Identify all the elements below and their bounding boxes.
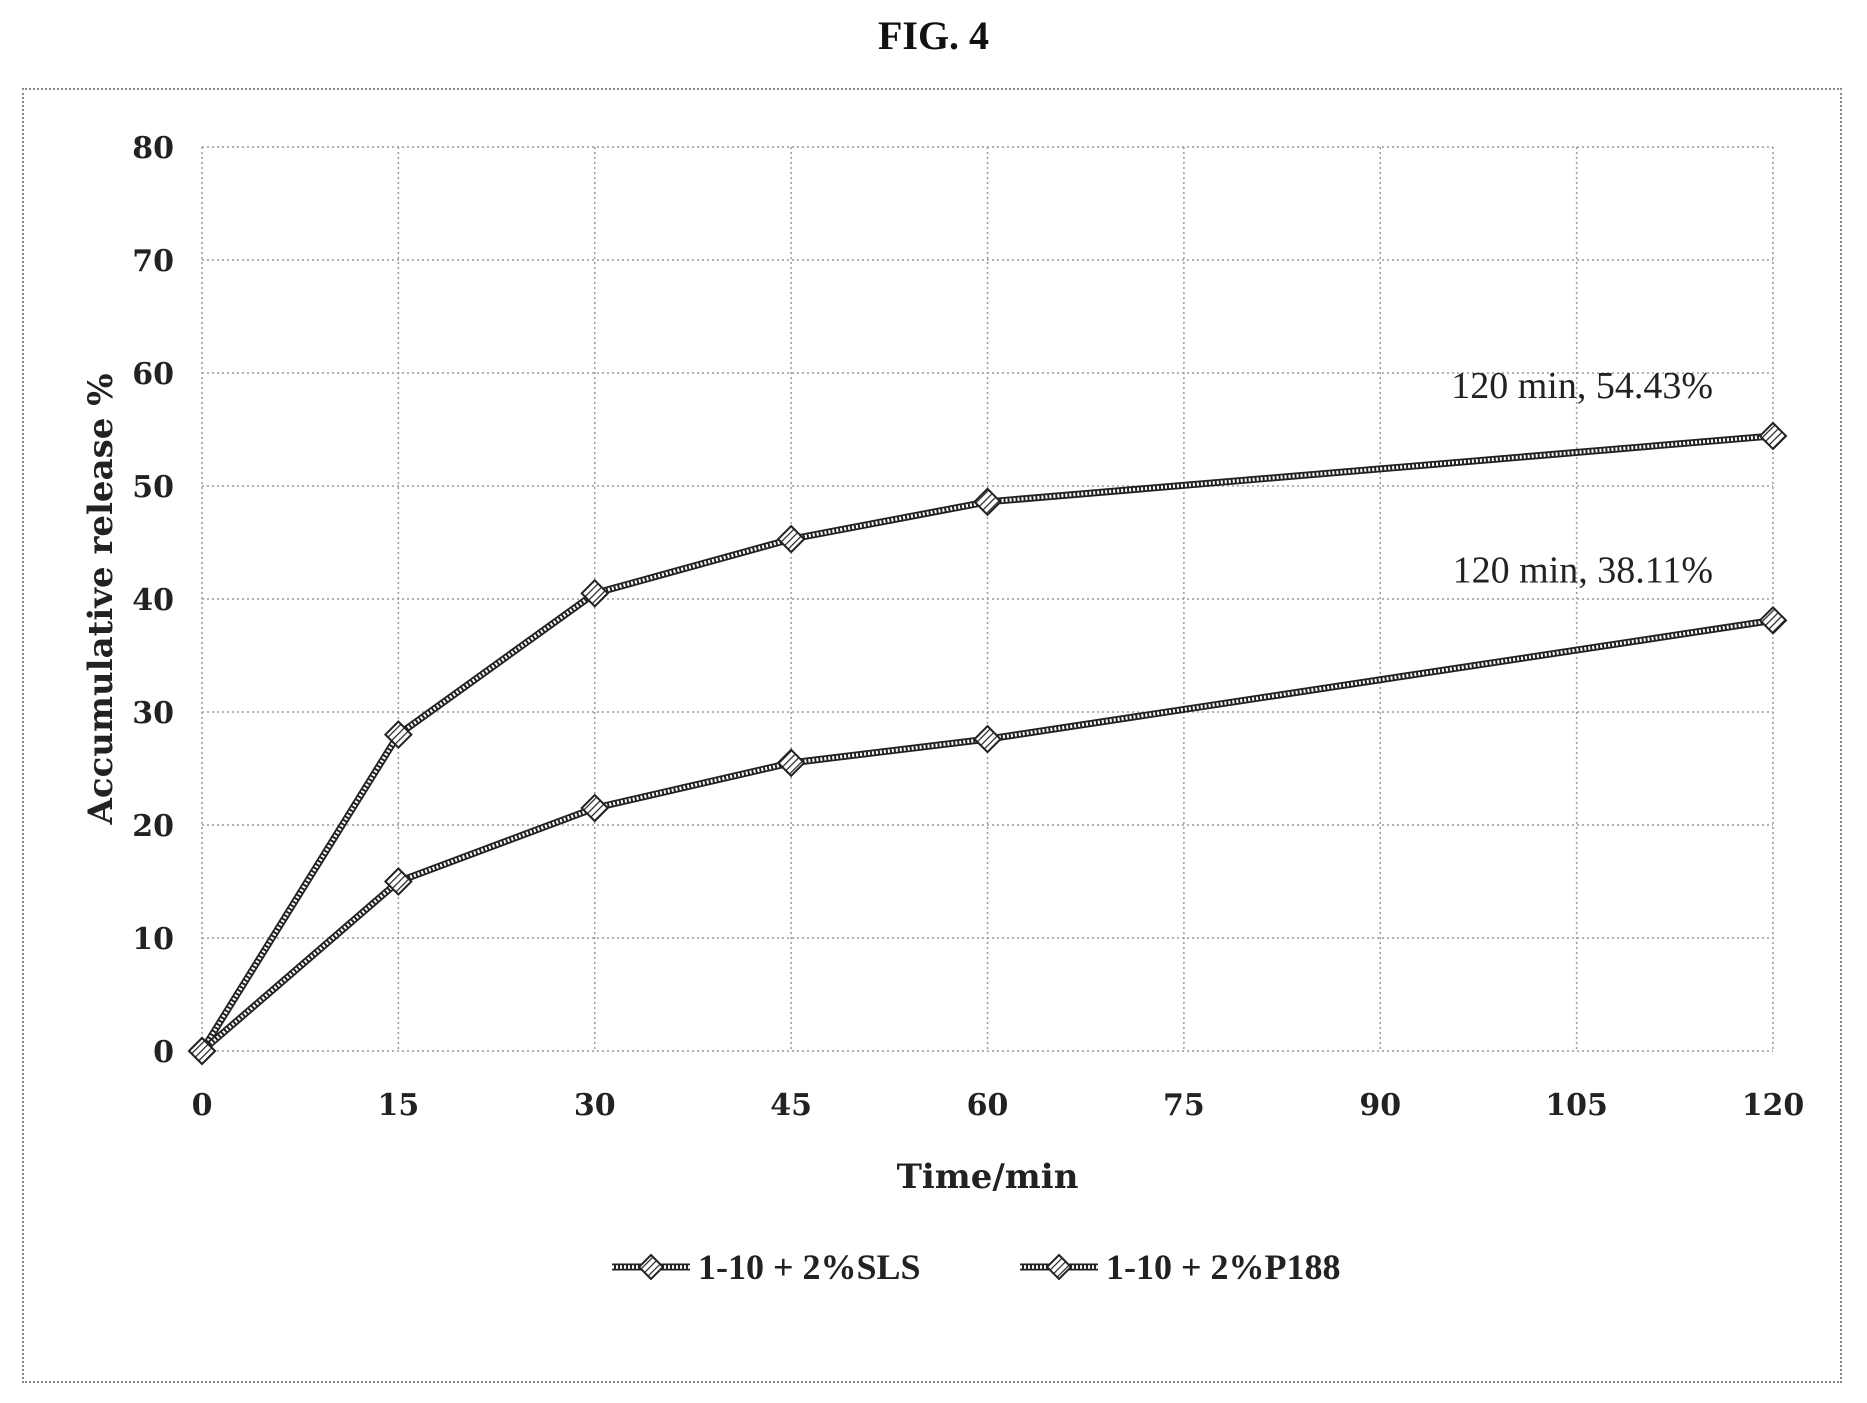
legend-marker [1045,1253,1073,1281]
series-1 [187,421,1788,1066]
y-tick-label: 60 [132,357,174,392]
data-point [580,793,610,823]
annotation-label: 120 min, 54.43% [1451,365,1713,407]
data-point [580,578,610,608]
y-tick-label: 0 [153,1035,174,1070]
data-point [187,1036,217,1066]
y-tick-label: 50 [132,470,174,505]
data-point [973,487,1002,517]
data-point [973,724,1002,754]
legend-item-2: 1-10 + 2%P188 [1020,1247,1341,1287]
x-tick-label: 60 [967,1088,1009,1123]
data-point [776,524,806,554]
legend: 1-10 + 2%SLS 1-10 + 2%P188 [612,1247,1341,1287]
chart-frame [22,88,1842,1383]
y-tick-label: 80 [132,131,174,166]
y-tick-label: 20 [132,809,174,844]
series-layer [187,421,1788,1066]
y-tick-label: 10 [132,922,174,957]
legend-label: 1-10 + 2%SLS [698,1247,921,1287]
y-tick-label: 30 [132,696,174,731]
x-axis-title: Time/min [897,1157,1079,1197]
x-tick-label: 45 [770,1088,812,1123]
series-line [200,618,1774,1053]
legend-label: 1-10 + 2%P188 [1106,1247,1341,1287]
y-tick-label: 40 [132,583,174,618]
y-tick-label: 70 [132,244,174,279]
x-tick-label: 0 [192,1088,213,1123]
x-tick-label: 75 [1163,1088,1205,1123]
x-tick-label: 105 [1545,1088,1608,1123]
axes: 0 10 20 30 40 50 60 70 80 0 15 30 45 60 75 90 105 120 Time… [81,131,1804,1197]
annotations: 120 min, 54.43% 120 min, 38.11% [1451,365,1713,591]
grid [201,146,1774,1052]
series-2 [187,605,1788,1066]
x-tick-label: 90 [1359,1088,1401,1123]
data-point [776,748,806,778]
series-line-outline [199,616,1774,1054]
y-axis-title: Accumulative release % [81,373,121,825]
data-point [1758,421,1788,451]
x-tick-label: 30 [574,1088,616,1123]
data-point [383,720,413,750]
legend-item-1: 1-10 + 2%SLS [612,1247,921,1287]
figure-title: FIG. 4 [877,13,990,58]
data-point [1758,605,1788,635]
series-line [200,434,1774,1052]
data-point [383,867,413,896]
x-tick-label: 15 [378,1088,420,1123]
annotation-label: 120 min, 38.11% [1453,549,1713,591]
legend-marker [637,1253,665,1281]
x-tick-label: 120 [1742,1088,1805,1123]
